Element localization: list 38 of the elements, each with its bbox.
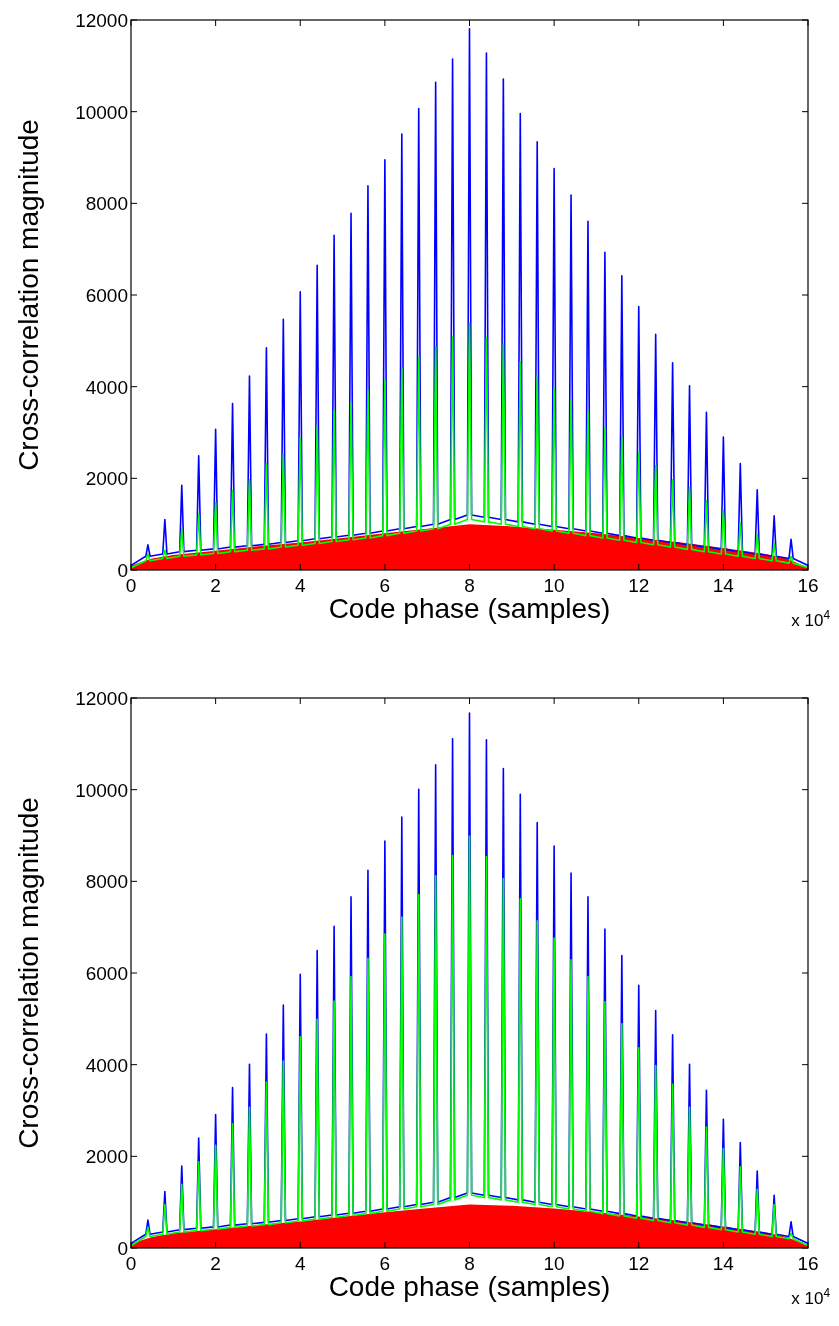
x-tick-label: 16 xyxy=(797,1253,819,1274)
x-tick-label: 10 xyxy=(543,575,565,596)
y-tick-label: 10000 xyxy=(75,101,128,123)
x-tick-label: 14 xyxy=(712,1253,735,1274)
y-tick-label: 6000 xyxy=(85,963,128,984)
x-tick-label: 12 xyxy=(628,575,650,596)
x-tick-label: 6 xyxy=(379,1253,391,1274)
y-axis-title: Cross-correlation magnitude xyxy=(13,797,44,1149)
y-axis-title: Cross-correlation magnitude xyxy=(13,119,44,471)
x-tick-label: 14 xyxy=(712,575,735,596)
x-tick-label: 8 xyxy=(464,1253,475,1274)
y-tick-label: 2000 xyxy=(85,468,128,490)
y-tick-label: 12000 xyxy=(75,10,128,31)
x-tick-label: 2 xyxy=(210,1253,221,1274)
y-tick-label: 8000 xyxy=(85,193,128,215)
y-tick-label: 0 xyxy=(117,560,128,581)
y-tick-label: 0 xyxy=(117,1238,128,1259)
line-series xyxy=(131,835,808,1247)
text: x 10$^{4}$ xyxy=(791,608,831,630)
x-tick-label: 8 xyxy=(464,575,475,596)
y-tick-label: 4000 xyxy=(85,1054,128,1076)
y-tick-label: 4000 xyxy=(85,376,128,398)
x-tick-label: 2 xyxy=(210,575,221,596)
x-tick-label: 12 xyxy=(628,1253,650,1274)
y-tick-label: 10000 xyxy=(75,779,128,801)
y-tick-label: 6000 xyxy=(85,285,128,306)
x-axis-title: Code phase (samples) xyxy=(328,1271,611,1302)
y-tick-label: 12000 xyxy=(75,688,128,709)
text: x 10$^{4}$ xyxy=(791,1286,831,1308)
y-tick-label: 8000 xyxy=(85,871,128,893)
x-tick-label: 16 xyxy=(797,575,819,596)
x-tick-label: 4 xyxy=(294,1253,306,1274)
x-tick-label: 10 xyxy=(543,1253,565,1274)
y-tick-label: 2000 xyxy=(85,1146,128,1168)
x-tick-label: 4 xyxy=(294,575,306,596)
line-series xyxy=(131,322,808,569)
x-tick-label: 6 xyxy=(379,575,391,596)
x-axis-title: Code phase (samples) xyxy=(328,593,611,624)
